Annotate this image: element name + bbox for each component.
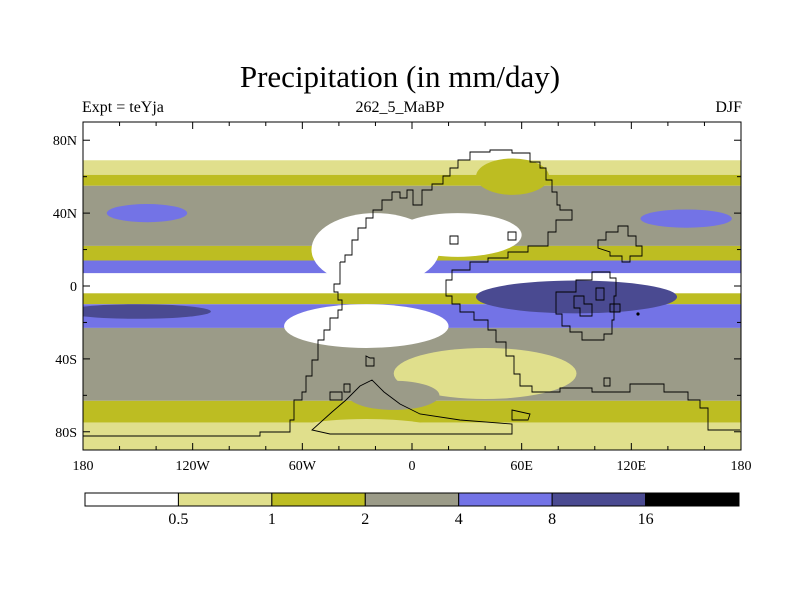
region-north-blue-patch-east xyxy=(640,209,732,228)
precipitation-field xyxy=(83,122,741,450)
region-south-polar-grey xyxy=(348,380,440,410)
period-label: 262_5_MaBP xyxy=(355,99,445,116)
lat-tick-label: 40S xyxy=(55,353,77,368)
colorbar-label: 1 xyxy=(268,511,276,528)
region-north-blue-patch-west xyxy=(106,204,188,223)
lat-tick-label: 80S xyxy=(55,426,77,441)
lon-tick-label: 180 xyxy=(73,459,94,474)
band-south-subtropic-olive xyxy=(83,293,741,305)
lat-tick-label: 80N xyxy=(53,134,77,149)
lon-tick-label: 60W xyxy=(289,459,317,474)
lon-tick-label: 60E xyxy=(510,459,533,474)
chart-title: Precipitation (in mm/day) xyxy=(239,59,561,94)
colorbar-swatch xyxy=(458,492,553,507)
region-pangea-south-dry xyxy=(284,304,449,348)
station-marker xyxy=(636,312,640,316)
experiment-label: Expt = teYja xyxy=(82,99,164,116)
lon-tick-label: 180 xyxy=(731,459,752,474)
lat-tick-label: 0 xyxy=(70,280,77,295)
band-south-polar-olive xyxy=(83,400,741,423)
region-ocean-core-east xyxy=(475,280,678,314)
region-pangea-north-olive xyxy=(475,158,550,195)
band-north-polar-light xyxy=(83,160,741,175)
colorbar-label: 16 xyxy=(638,511,654,528)
band-north-polar-olive xyxy=(83,174,741,186)
colorbar-swatch xyxy=(645,492,740,507)
lat-tick-label: 40N xyxy=(53,207,77,222)
region-south-polar-cap xyxy=(274,419,458,450)
region-ocean-core-west xyxy=(83,304,211,319)
colorbar: 0.5 1 2 4 8 16 xyxy=(84,492,740,528)
lon-tick-label: 0 xyxy=(409,459,416,474)
colorbar-swatch xyxy=(364,492,460,507)
continent-outline xyxy=(83,149,740,437)
region-pangea-central-dry xyxy=(393,213,522,257)
colorbar-swatch xyxy=(84,492,179,507)
colorbar-label: 4 xyxy=(455,511,463,528)
colorbar-swatch xyxy=(551,492,647,507)
colorbar-swatch xyxy=(177,492,273,507)
season-label: DJF xyxy=(715,99,742,116)
colorbar-label: 2 xyxy=(361,511,369,528)
map-axes: 180 120W 60W 0 60E 120E 180 80N 40N 0 40S 80S xyxy=(53,122,752,474)
colorbar-label: 0.5 xyxy=(168,511,188,528)
colorbar-swatch xyxy=(271,492,366,507)
lon-tick-label: 120E xyxy=(617,459,647,474)
lon-tick-label: 120W xyxy=(176,459,211,474)
colorbar-label: 8 xyxy=(548,511,556,528)
